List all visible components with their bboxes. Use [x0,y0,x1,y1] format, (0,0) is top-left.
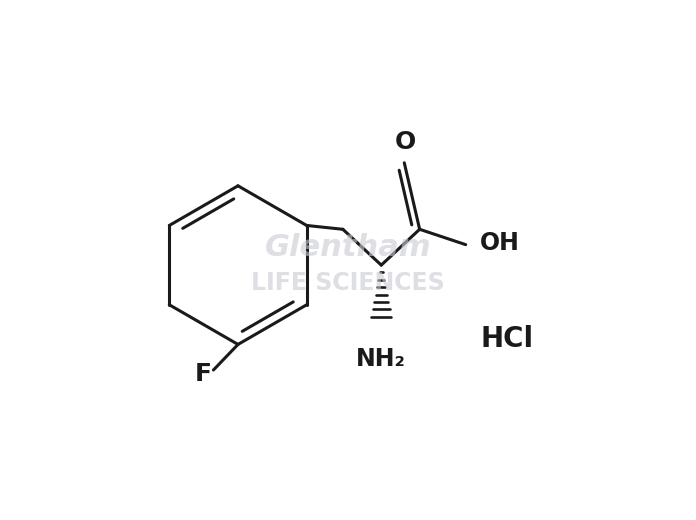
Text: LIFE SCIENCES: LIFE SCIENCES [251,271,445,295]
Text: O: O [395,131,416,154]
Text: Glentham: Glentham [264,233,432,262]
Text: OH: OH [480,230,520,255]
Text: NH₂: NH₂ [356,347,406,371]
Text: HCl: HCl [480,326,533,353]
Text: F: F [195,362,212,386]
